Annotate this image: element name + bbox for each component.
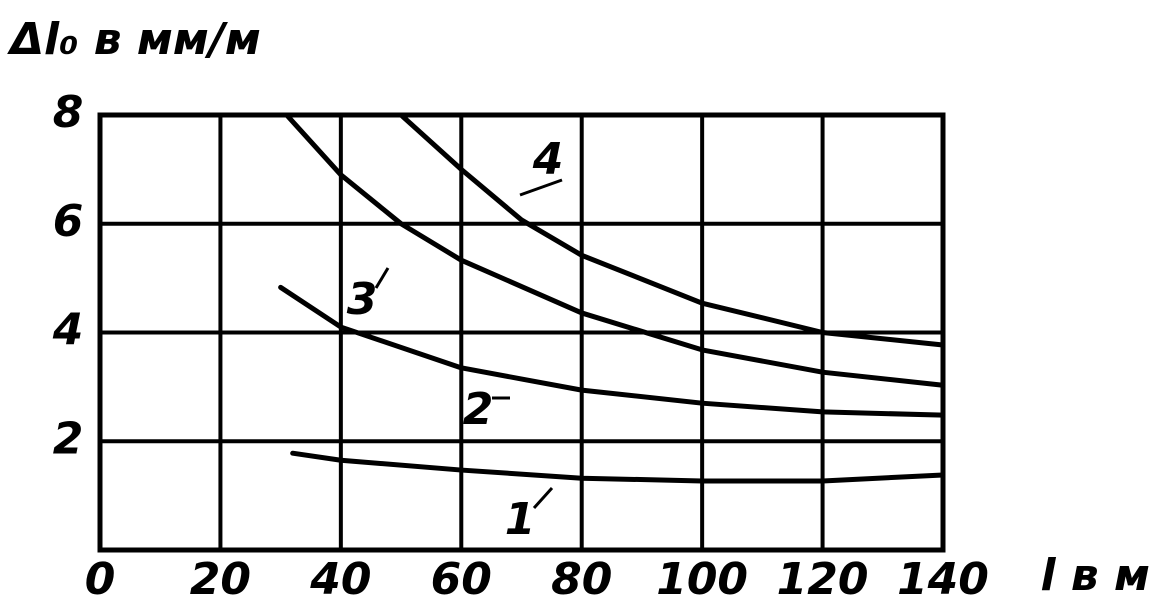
x-axis-title: l в м <box>1040 550 1150 601</box>
x-tick-label: 60 <box>431 554 492 605</box>
y-tick-label: 8 <box>53 87 84 138</box>
y-tick-label: 6 <box>53 196 84 247</box>
x-tick-label: 120 <box>777 554 869 605</box>
x-tick-label: 40 <box>309 554 371 605</box>
leader-line <box>374 267 390 289</box>
curve-label: 4 <box>532 134 564 185</box>
x-tick-label: 20 <box>190 554 251 605</box>
x-tick-label: 0 <box>85 554 116 605</box>
curve <box>398 112 946 348</box>
curve-label: 3 <box>347 274 378 325</box>
curve <box>278 284 946 418</box>
curve-label: 1 <box>505 494 536 545</box>
y-axis-title: Δl₀ в мм/м <box>7 14 261 65</box>
y-tick-label: 4 <box>52 305 84 356</box>
curve <box>284 112 946 388</box>
x-tick-label: 100 <box>656 554 748 605</box>
curve <box>290 450 946 484</box>
x-tick-label: 140 <box>897 554 989 605</box>
y-tick-label: 2 <box>53 413 84 464</box>
leader-line <box>519 178 563 197</box>
leader-line <box>532 486 554 510</box>
curve-label: 2 <box>463 384 494 435</box>
x-tick-label: 80 <box>551 554 612 605</box>
